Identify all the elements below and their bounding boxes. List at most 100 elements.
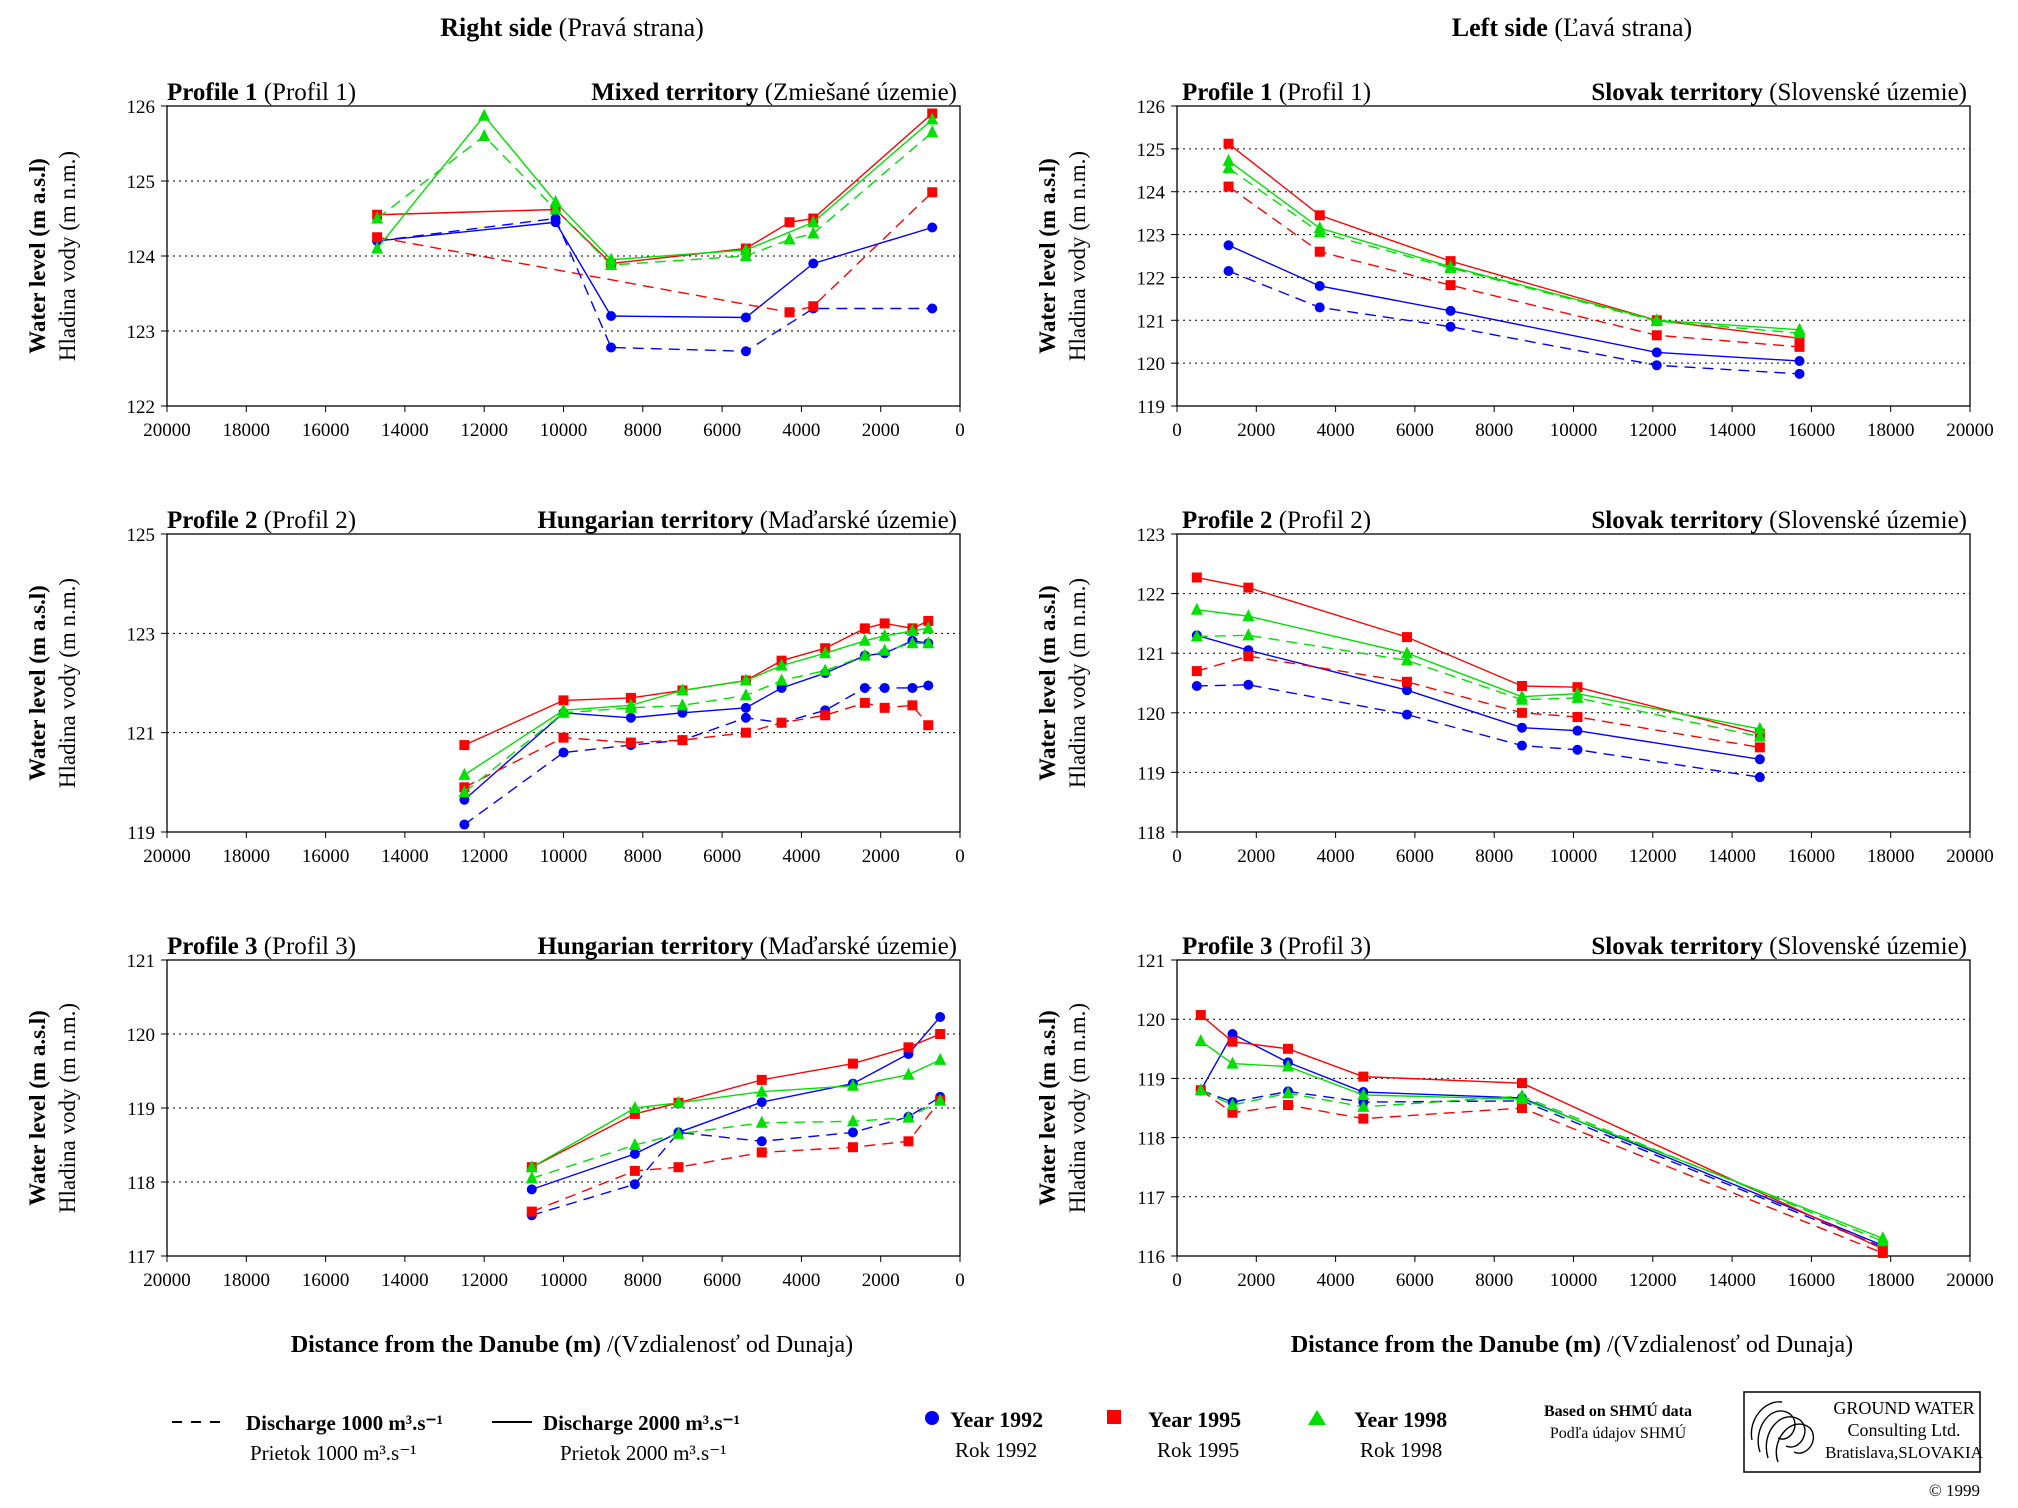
data-point-1998 bbox=[926, 125, 939, 138]
series-line-1992-2000 bbox=[1196, 634, 1760, 760]
x-axis-label-left: Distance from the Danube (m) /(Vzdialeno… bbox=[1291, 1332, 1853, 1358]
data-point-1995 bbox=[740, 727, 751, 738]
data-point-1992 bbox=[756, 1097, 767, 1108]
y-tick-label: 121 bbox=[1137, 311, 1166, 332]
x-tick-label: 16000 bbox=[1788, 846, 1836, 867]
data-point-1992 bbox=[879, 682, 890, 693]
x-tick-label: 4000 bbox=[1317, 420, 1355, 441]
data-point-1995 bbox=[1223, 138, 1234, 149]
series-line-1995-1000 bbox=[464, 702, 929, 788]
plot-frame bbox=[1176, 959, 1971, 1257]
x-tick-label: 4000 bbox=[1317, 1270, 1355, 1291]
y-tick-label: 118 bbox=[1137, 823, 1165, 844]
x-tick-label: 8000 bbox=[624, 846, 662, 867]
data-point-1992 bbox=[1651, 360, 1662, 371]
x-tick-label: 10000 bbox=[540, 1270, 588, 1291]
territory-title: Slovak territory (Slovenské územie) bbox=[1591, 507, 1967, 534]
data-point-1992 bbox=[1243, 679, 1254, 690]
y-tick-label: 119 bbox=[127, 823, 155, 844]
x-tick-label: 14000 bbox=[1708, 420, 1756, 441]
data-point-1992 bbox=[1227, 1029, 1238, 1039]
data-point-1998 bbox=[478, 108, 491, 121]
data-point-1995 bbox=[907, 700, 918, 711]
x-tick-label: 8000 bbox=[624, 420, 662, 441]
data-point-1998 bbox=[557, 705, 570, 718]
data-point-1998 bbox=[458, 785, 471, 798]
data-point-1995 bbox=[1794, 333, 1805, 344]
data-point-1995 bbox=[629, 1108, 640, 1119]
x-tick-label: 16000 bbox=[1788, 1270, 1836, 1291]
data-point-1995 bbox=[625, 737, 636, 748]
territory-title: Hungarian territory (Maďarské územie) bbox=[537, 933, 957, 960]
x-tick-label: 12000 bbox=[460, 420, 508, 441]
copyright: © 1999 bbox=[1929, 1481, 1980, 1500]
x-axis-label-right: Distance from the Danube (m) /(Vzdialeno… bbox=[291, 1332, 853, 1358]
data-point-1998 bbox=[624, 700, 637, 713]
data-point-1998 bbox=[755, 1084, 768, 1097]
data-point-1995 bbox=[677, 735, 688, 746]
data-point-1998 bbox=[549, 202, 562, 215]
legend-1995-marker bbox=[1107, 1410, 1121, 1424]
y-tick-label: 117 bbox=[127, 1247, 155, 1268]
data-point-1998 bbox=[1876, 1234, 1889, 1247]
y-tick-label: 120 bbox=[1137, 354, 1166, 375]
y-tick-label: 121 bbox=[1137, 951, 1166, 972]
credit-line2: Podľa údajov SHMÚ bbox=[1550, 1423, 1687, 1442]
data-point-1992 bbox=[756, 1136, 767, 1147]
chart-panel-2: 119 121 123 125 0 2000 4000 6000 8000 10000 12000 1… bbox=[25, 507, 965, 867]
data-point-1992 bbox=[847, 1127, 858, 1138]
data-point-1998 bbox=[1400, 653, 1413, 666]
y-tick-label: 125 bbox=[127, 172, 156, 193]
data-point-1992 bbox=[526, 1184, 537, 1195]
y-tick-label: 120 bbox=[127, 1025, 156, 1046]
x-tick-label: 2000 bbox=[862, 1270, 900, 1291]
series-line-1995-1000 bbox=[377, 191, 933, 313]
data-point-1992 bbox=[1401, 685, 1412, 696]
data-point-1998 bbox=[371, 241, 384, 254]
legend-1998-label: Year 1998 bbox=[1354, 1407, 1447, 1432]
y-tick-label: 123 bbox=[127, 322, 156, 343]
data-point-1998 bbox=[1753, 721, 1766, 734]
data-point-1998 bbox=[858, 648, 871, 661]
series-line-1992-2000 bbox=[463, 640, 929, 801]
data-point-1998 bbox=[934, 1093, 947, 1106]
x-tick-label: 10000 bbox=[540, 846, 588, 867]
data-point-1992 bbox=[1651, 347, 1662, 358]
chart-panel-5: 118 119 120 121 122 123 0 2000 4000 6000 8000 10000… bbox=[1035, 507, 1994, 867]
data-point-1992 bbox=[740, 346, 751, 357]
x-tick-label: 10000 bbox=[1550, 846, 1598, 867]
x-tick-label: 0 bbox=[1172, 420, 1182, 441]
data-point-1998 bbox=[755, 1115, 768, 1128]
series-line-1995-2000 bbox=[531, 1033, 941, 1168]
data-point-1992 bbox=[1516, 740, 1527, 751]
data-point-1995 bbox=[1314, 210, 1325, 221]
series-line-1992-1000 bbox=[463, 684, 929, 826]
legend-1995-label: Year 1995 bbox=[1148, 1407, 1241, 1432]
data-point-1998 bbox=[783, 232, 796, 245]
x-tick-label: 6000 bbox=[1396, 846, 1434, 867]
plot-frame bbox=[1176, 105, 1971, 407]
data-point-1995 bbox=[1243, 582, 1254, 593]
series-line-1998-1000 bbox=[1196, 634, 1761, 738]
y-tick-label: 121 bbox=[127, 951, 156, 972]
data-point-1995 bbox=[625, 692, 636, 703]
y-tick-label: 122 bbox=[127, 397, 156, 418]
data-point-1998 bbox=[1226, 1098, 1239, 1111]
data-point-1995 bbox=[1754, 742, 1765, 753]
data-point-1995 bbox=[935, 1029, 946, 1039]
chart-panel-6: 116 117 118 119 120 121 0 2000 4000 6000 8000 10000… bbox=[1035, 933, 1994, 1291]
data-point-1998 bbox=[846, 1114, 859, 1127]
data-point-1992 bbox=[1223, 266, 1234, 276]
plot-frame bbox=[166, 533, 961, 833]
data-point-1998 bbox=[1650, 314, 1663, 327]
data-point-1998 bbox=[902, 1110, 915, 1123]
data-point-1995 bbox=[784, 307, 795, 318]
x-tick-label: 20000 bbox=[143, 420, 191, 441]
data-point-1998 bbox=[1571, 690, 1584, 703]
data-point-1995 bbox=[1516, 680, 1527, 691]
y-axis-label-sk: Hladina vody (m n.m.) bbox=[55, 1003, 80, 1213]
data-point-1998 bbox=[1793, 326, 1806, 339]
data-point-1998 bbox=[775, 673, 788, 686]
y-tick-label: 126 bbox=[1137, 97, 1166, 118]
data-point-1995 bbox=[859, 623, 870, 634]
